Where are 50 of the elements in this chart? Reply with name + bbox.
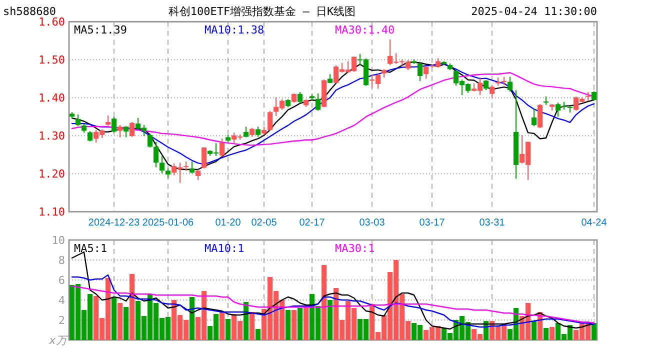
bar bbox=[190, 297, 194, 340]
bar bbox=[220, 312, 224, 340]
text: MA30:1.40 bbox=[335, 24, 395, 37]
bar bbox=[328, 300, 332, 340]
x-tick-label: 04-24 bbox=[581, 218, 607, 229]
text: MA30:1 bbox=[335, 242, 375, 255]
bar bbox=[532, 321, 536, 340]
text: MA5:1.39 bbox=[74, 24, 127, 37]
bar bbox=[118, 303, 122, 340]
x-tick-label: 02-05 bbox=[251, 218, 277, 229]
y-tick-label: 6 bbox=[58, 274, 65, 287]
y-tick-label: 1.10 bbox=[38, 206, 65, 219]
bar bbox=[130, 274, 134, 340]
bar bbox=[112, 298, 116, 340]
y-axis-title: x万 bbox=[48, 334, 69, 347]
bar bbox=[124, 307, 128, 340]
y-tick-label: 1.30 bbox=[38, 130, 65, 143]
y-tick-label: 8 bbox=[58, 254, 65, 267]
text: MA10:1.38 bbox=[204, 24, 264, 37]
x-tick-label: 03-03 bbox=[359, 218, 385, 229]
bar bbox=[256, 329, 260, 340]
x-tick-label: 01-20 bbox=[215, 218, 241, 229]
bar bbox=[544, 328, 548, 340]
y-tick-label: 1.60 bbox=[38, 16, 65, 29]
bar bbox=[292, 310, 296, 340]
x-tick-label: 03-31 bbox=[479, 218, 505, 229]
bar bbox=[592, 323, 596, 340]
bar bbox=[304, 307, 308, 340]
series-label: MA5:1 bbox=[74, 242, 108, 255]
y-tick-label: 1.50 bbox=[38, 54, 65, 67]
text: sh588680 bbox=[3, 5, 56, 18]
text: MA10:1 bbox=[204, 242, 244, 255]
bar bbox=[298, 308, 302, 340]
x-tick-label: 02-17 bbox=[299, 218, 325, 229]
bar bbox=[250, 312, 254, 340]
bar bbox=[286, 310, 290, 340]
x-tick-label: 03-17 bbox=[419, 218, 445, 229]
x-tick-label: 2025-01-06 bbox=[142, 218, 194, 229]
y-tick-label: 1.20 bbox=[38, 168, 65, 181]
y-tick-label: 10 bbox=[52, 234, 65, 247]
bar bbox=[226, 319, 230, 340]
bar bbox=[244, 302, 248, 340]
bar bbox=[322, 265, 326, 340]
x-tick-label: 2024-12-23 bbox=[88, 218, 140, 229]
chart-title: 科创100ETF增强指数基金 — 日K线图 bbox=[168, 5, 356, 18]
y-tick-label: 2 bbox=[58, 314, 65, 327]
text: 2025-04-24 11:30:00 bbox=[471, 5, 597, 18]
y-tick-label: 4 bbox=[58, 294, 66, 307]
bar bbox=[550, 327, 554, 340]
y-tick-label: 1.40 bbox=[38, 92, 65, 105]
